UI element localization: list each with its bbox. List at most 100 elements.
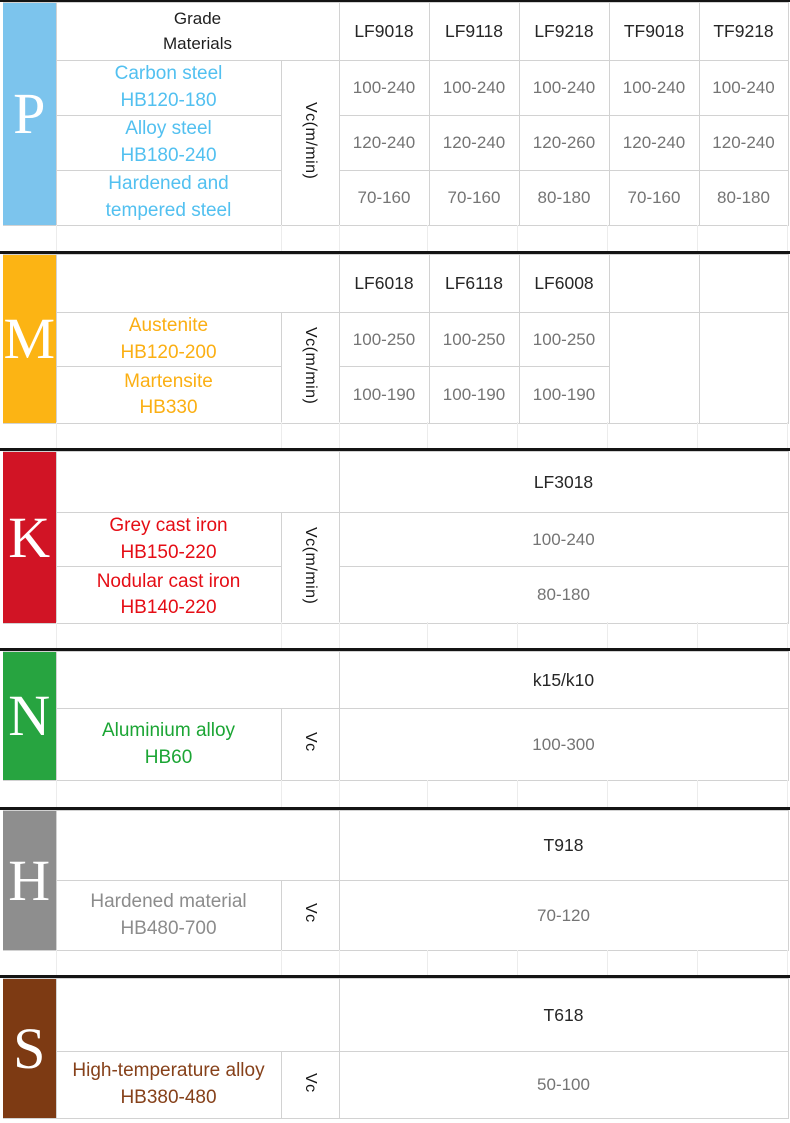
- material-cell: Martensite HB330: [55, 366, 282, 425]
- section-k: K LF3018 Grey cast iron HB150-220 Vc(m/m…: [0, 448, 790, 625]
- value-cell: 100-300: [338, 708, 789, 781]
- value-cell: 120-240: [428, 115, 520, 171]
- iso-group-letter-h: H: [3, 810, 57, 951]
- section-m: M LF6018 LF6118 LF6008 Austenite HB120-2…: [0, 251, 790, 425]
- grade-column-header: LF9118: [428, 2, 520, 61]
- material-name: Alloy steel: [125, 118, 212, 140]
- value-cell: 80-180: [338, 566, 789, 625]
- section-divider: [0, 422, 790, 448]
- value-cell: 100-190: [518, 366, 610, 425]
- grade-column-header: T918: [338, 810, 789, 881]
- grade-column-header-empty: [608, 254, 700, 313]
- value-cell: 120-260: [518, 115, 610, 171]
- section-s-table: S T618 High-temperature alloy HB380-480 …: [3, 978, 789, 1119]
- corner-header-empty: [55, 254, 340, 313]
- material-name: Carbon steel: [114, 63, 223, 85]
- corner-materials-label: Materials: [163, 33, 232, 53]
- value-cell: 100-240: [428, 60, 520, 116]
- grade-column-header: LF9218: [518, 2, 610, 61]
- section-k-table: K LF3018 Grey cast iron HB150-220 Vc(m/m…: [3, 450, 789, 625]
- section-n-table: N k15/k10 Aluminium alloy HB60 Vc 100-30…: [3, 651, 789, 781]
- material-cell: Austenite HB120-200: [55, 311, 282, 368]
- value-cell-empty: [698, 311, 789, 425]
- value-cell: 100-190: [338, 366, 430, 425]
- material-hardness: HB380-480: [120, 1087, 217, 1108]
- material-hardness: HB120-200: [120, 341, 217, 363]
- grade-column-header: TF9018: [608, 2, 700, 61]
- value-cell: 100-250: [518, 311, 610, 368]
- section-s: S T618 High-temperature alloy HB380-480 …: [0, 975, 790, 1119]
- value-cell: 120-240: [698, 115, 789, 171]
- iso-group-letter-k: K: [3, 450, 57, 625]
- value-cell: 100-240: [608, 60, 700, 116]
- iso-group-letter-m: M: [3, 253, 57, 425]
- section-divider: [0, 950, 790, 975]
- grade-column-header: TF9218: [698, 2, 789, 61]
- letter-h: H: [8, 847, 51, 913]
- vc-unit-cell: Vc: [280, 1051, 340, 1119]
- vc-unit-label: Vc(m/min): [302, 326, 319, 405]
- vc-unit-label: Vc: [302, 1072, 319, 1093]
- corner-header: Grade Materials: [55, 2, 340, 61]
- material-name: High-temperature alloy: [72, 1060, 265, 1082]
- grade-column-header: LF6008: [518, 254, 610, 313]
- vc-unit-cell: Vc(m/min): [280, 60, 340, 226]
- section-divider: [0, 622, 790, 648]
- material-hardness: HB140-220: [120, 597, 217, 619]
- iso-group-letter-s: S: [3, 978, 57, 1119]
- material-hardness: tempered steel: [105, 200, 232, 221]
- value-cell: 80-180: [698, 170, 789, 226]
- material-name: Hardened material: [90, 890, 247, 912]
- letter-k: K: [8, 504, 51, 570]
- grade-column-header: k15/k10: [338, 651, 789, 709]
- section-divider: [0, 225, 790, 251]
- material-cell: Hardened material HB480-700: [55, 880, 282, 951]
- material-hardness: HB120-180: [120, 90, 217, 111]
- material-name: Aluminium alloy: [101, 719, 236, 741]
- material-cell: Grey cast iron HB150-220: [55, 511, 282, 568]
- letter-m: M: [3, 306, 56, 372]
- material-hardness: HB330: [139, 397, 198, 419]
- letter-s: S: [13, 1015, 46, 1081]
- material-hardness: HB150-220: [120, 541, 217, 563]
- grade-column-header: LF3018: [338, 451, 789, 513]
- material-name: Martensite: [124, 370, 213, 392]
- material-name: Hardened and: [108, 173, 229, 195]
- letter-n: N: [8, 683, 51, 748]
- vc-unit-cell: Vc(m/min): [280, 511, 340, 625]
- material-cell: Hardened and tempered steel: [55, 170, 282, 226]
- material-cell: Nodular cast iron HB140-220: [55, 566, 282, 625]
- section-p-table: P Grade Materials LF9018 LF9118 LF9218 T…: [3, 2, 789, 226]
- material-cell: Aluminium alloy HB60: [55, 708, 282, 781]
- letter-p: P: [13, 81, 46, 146]
- material-name: Nodular cast iron: [96, 570, 241, 592]
- value-cell: 100-240: [338, 511, 789, 568]
- vc-unit-cell: Vc: [280, 880, 340, 951]
- section-n: N k15/k10 Aluminium alloy HB60 Vc 100-30…: [0, 648, 790, 781]
- value-cell: 70-160: [338, 170, 430, 226]
- value-cell: 100-240: [518, 60, 610, 116]
- value-cell: 70-160: [608, 170, 700, 226]
- section-divider: [0, 780, 790, 807]
- grade-column-header: LF9018: [338, 2, 430, 61]
- material-cell: Alloy steel HB180-240: [55, 115, 282, 171]
- vc-unit-label: Vc(m/min): [302, 526, 319, 605]
- section-p: P Grade Materials LF9018 LF9118 LF9218 T…: [0, 0, 790, 226]
- corner-header-empty: [55, 451, 340, 513]
- value-cell: 100-250: [338, 311, 430, 368]
- vc-unit-label: Vc: [302, 903, 319, 923]
- corner-header-empty: [55, 978, 340, 1052]
- material-name: Grey cast iron: [109, 515, 228, 536]
- value-cell: 100-240: [698, 60, 789, 116]
- value-cell-empty: [608, 311, 700, 425]
- grade-column-header: LF6018: [338, 254, 430, 313]
- vc-unit-cell: Vc(m/min): [280, 311, 340, 425]
- grade-column-header: LF6118: [428, 254, 520, 313]
- value-cell: 50-100: [338, 1051, 789, 1119]
- value-cell: 80-180: [518, 170, 610, 226]
- grade-column-header-empty: [698, 254, 789, 313]
- material-cell: Carbon steel HB120-180: [55, 60, 282, 116]
- material-cell: High-temperature alloy HB380-480: [55, 1051, 282, 1119]
- material-name: Austenite: [128, 315, 209, 336]
